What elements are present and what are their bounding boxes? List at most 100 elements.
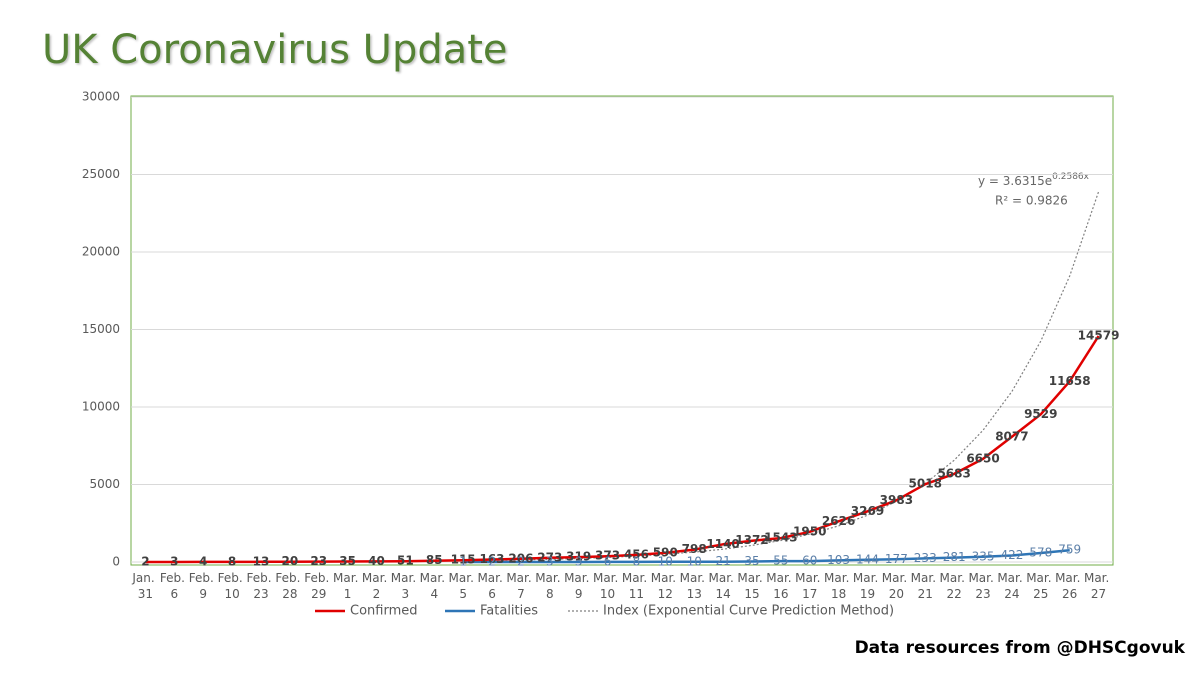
x-tick-part: Mar. bbox=[420, 571, 449, 585]
data-label: 1372 bbox=[735, 533, 768, 547]
data-label: 422 bbox=[1000, 548, 1023, 562]
data-label: 1 bbox=[459, 554, 467, 568]
x-tick-part: Mar. bbox=[766, 571, 795, 585]
r-squared: R² = 0.9826 bbox=[995, 194, 1068, 208]
data-label: 2 bbox=[517, 554, 525, 568]
x-tick-label: Feb. 28 bbox=[275, 571, 304, 601]
x-tick-part: 9 bbox=[199, 587, 207, 601]
x-tick-part: 29 bbox=[311, 587, 326, 601]
data-label: 233 bbox=[914, 551, 937, 565]
x-tick-part: 20 bbox=[889, 587, 904, 601]
x-tick-part: Feb. bbox=[160, 571, 189, 585]
x-tick-part: Mar. bbox=[333, 571, 362, 585]
trend-equation: y = 3.6315e0.2586x bbox=[978, 172, 1090, 188]
data-label: 759 bbox=[1058, 543, 1081, 557]
footer: Data resources from @DHSCgovuk bbox=[855, 638, 1186, 658]
x-tick-part: Mar. bbox=[853, 571, 882, 585]
x-tick-part: Mar. bbox=[997, 571, 1026, 585]
x-tick-label: Mar. 24 bbox=[997, 571, 1026, 601]
x-tick-label: Mar. 7 bbox=[506, 571, 535, 601]
data-label: 23 bbox=[310, 554, 327, 568]
x-tick-part: Feb. bbox=[218, 571, 247, 585]
data-label: 177 bbox=[885, 552, 908, 566]
data-label: 3983 bbox=[880, 493, 913, 507]
data-label: 20 bbox=[282, 554, 299, 568]
data-label: 1140 bbox=[706, 537, 739, 551]
legend-label: Index (Exponential Curve Prediction Meth… bbox=[603, 604, 894, 619]
data-label: 9529 bbox=[1024, 407, 1057, 421]
x-tick-label: Mar. 12 bbox=[651, 571, 680, 601]
x-tick-part: 23 bbox=[253, 587, 268, 601]
data-label: 798 bbox=[682, 542, 707, 556]
data-label: 115 bbox=[451, 553, 476, 567]
data-label: 35 bbox=[744, 554, 759, 568]
data-label: 5018 bbox=[909, 477, 942, 491]
x-tick-label: Mar. 1 bbox=[333, 571, 362, 601]
x-tick-part: 28 bbox=[282, 587, 297, 601]
x-tick-part: 14 bbox=[715, 587, 730, 601]
y-tick-label: 10000 bbox=[82, 400, 120, 414]
y-tick-label: 25000 bbox=[82, 167, 120, 181]
x-tick-part: 26 bbox=[1062, 587, 1077, 601]
x-tick-part: Feb. bbox=[304, 571, 333, 585]
data-label: 2626 bbox=[822, 514, 855, 528]
data-label: 1950 bbox=[793, 524, 826, 538]
data-label: 590 bbox=[653, 545, 678, 559]
data-label: 40 bbox=[368, 554, 385, 568]
x-tick-part: 16 bbox=[773, 587, 788, 601]
equation-exponent: 0.2586x bbox=[1052, 172, 1089, 182]
x-tick-label: Mar. 10 bbox=[593, 571, 622, 601]
x-tick-part: Mar. bbox=[1084, 571, 1113, 585]
x-tick-part: Mar. bbox=[362, 571, 391, 585]
x-tick-label: Mar. 9 bbox=[564, 571, 593, 601]
data-label: 13 bbox=[253, 554, 270, 568]
data-label: 8 bbox=[228, 554, 236, 568]
data-label: 3269 bbox=[851, 504, 884, 518]
data-label: 273 bbox=[537, 550, 562, 564]
x-tick-part: Mar. bbox=[709, 571, 738, 585]
data-label: 2 bbox=[488, 554, 496, 568]
x-tick-label: Mar. 2 bbox=[362, 571, 391, 601]
x-tick-part: 12 bbox=[658, 587, 673, 601]
plot-area bbox=[130, 95, 1114, 566]
series-line bbox=[463, 548, 1070, 564]
data-label: 8 bbox=[633, 554, 641, 568]
data-label: 206 bbox=[508, 551, 533, 565]
x-tick-part: Feb. bbox=[247, 571, 276, 585]
equation: y = 3.6315e bbox=[978, 174, 1052, 188]
series-line bbox=[145, 335, 1100, 564]
data-label: 3 bbox=[575, 554, 583, 568]
x-tick-label: Mar. 3 bbox=[391, 571, 420, 601]
x-tick-label: Mar. 13 bbox=[680, 571, 709, 601]
x-tick-part: 11 bbox=[629, 587, 644, 601]
x-tick-part: 25 bbox=[1033, 587, 1048, 601]
x-tick-part: 22 bbox=[947, 587, 962, 601]
x-tick-part: Mar. bbox=[622, 571, 651, 585]
x-tick-part: Mar. bbox=[940, 571, 969, 585]
x-tick-label: Mar. 6 bbox=[477, 571, 506, 601]
x-tick-label: Feb. 9 bbox=[189, 571, 218, 601]
x-tick-part: Mar. bbox=[737, 571, 766, 585]
x-tick-part: 13 bbox=[687, 587, 702, 601]
x-tick-label: Mar. 11 bbox=[622, 571, 651, 601]
x-tick-label: Mar. 15 bbox=[737, 571, 766, 601]
x-tick-part: 18 bbox=[831, 587, 846, 601]
data-label: 51 bbox=[397, 554, 414, 568]
x-tick-part: 6 bbox=[488, 587, 496, 601]
data-label: 6 bbox=[604, 554, 612, 568]
data-label: 5683 bbox=[937, 466, 970, 480]
x-tick-label: Mar. 26 bbox=[1055, 571, 1084, 601]
y-tick-label: 5000 bbox=[89, 477, 120, 491]
x-tick-part: Mar. bbox=[680, 571, 709, 585]
data-label: 55 bbox=[773, 554, 788, 568]
x-tick-label: Mar. 21 bbox=[911, 571, 940, 601]
data-label: 103 bbox=[827, 553, 850, 567]
x-tick-part: 19 bbox=[860, 587, 875, 601]
x-tick-label: Jan. 31 bbox=[131, 571, 158, 601]
data-label: 3 bbox=[170, 554, 178, 568]
x-tick-label: Mar. 20 bbox=[882, 571, 911, 601]
data-label: 10 bbox=[687, 554, 702, 568]
data-label: 1543 bbox=[764, 531, 797, 545]
